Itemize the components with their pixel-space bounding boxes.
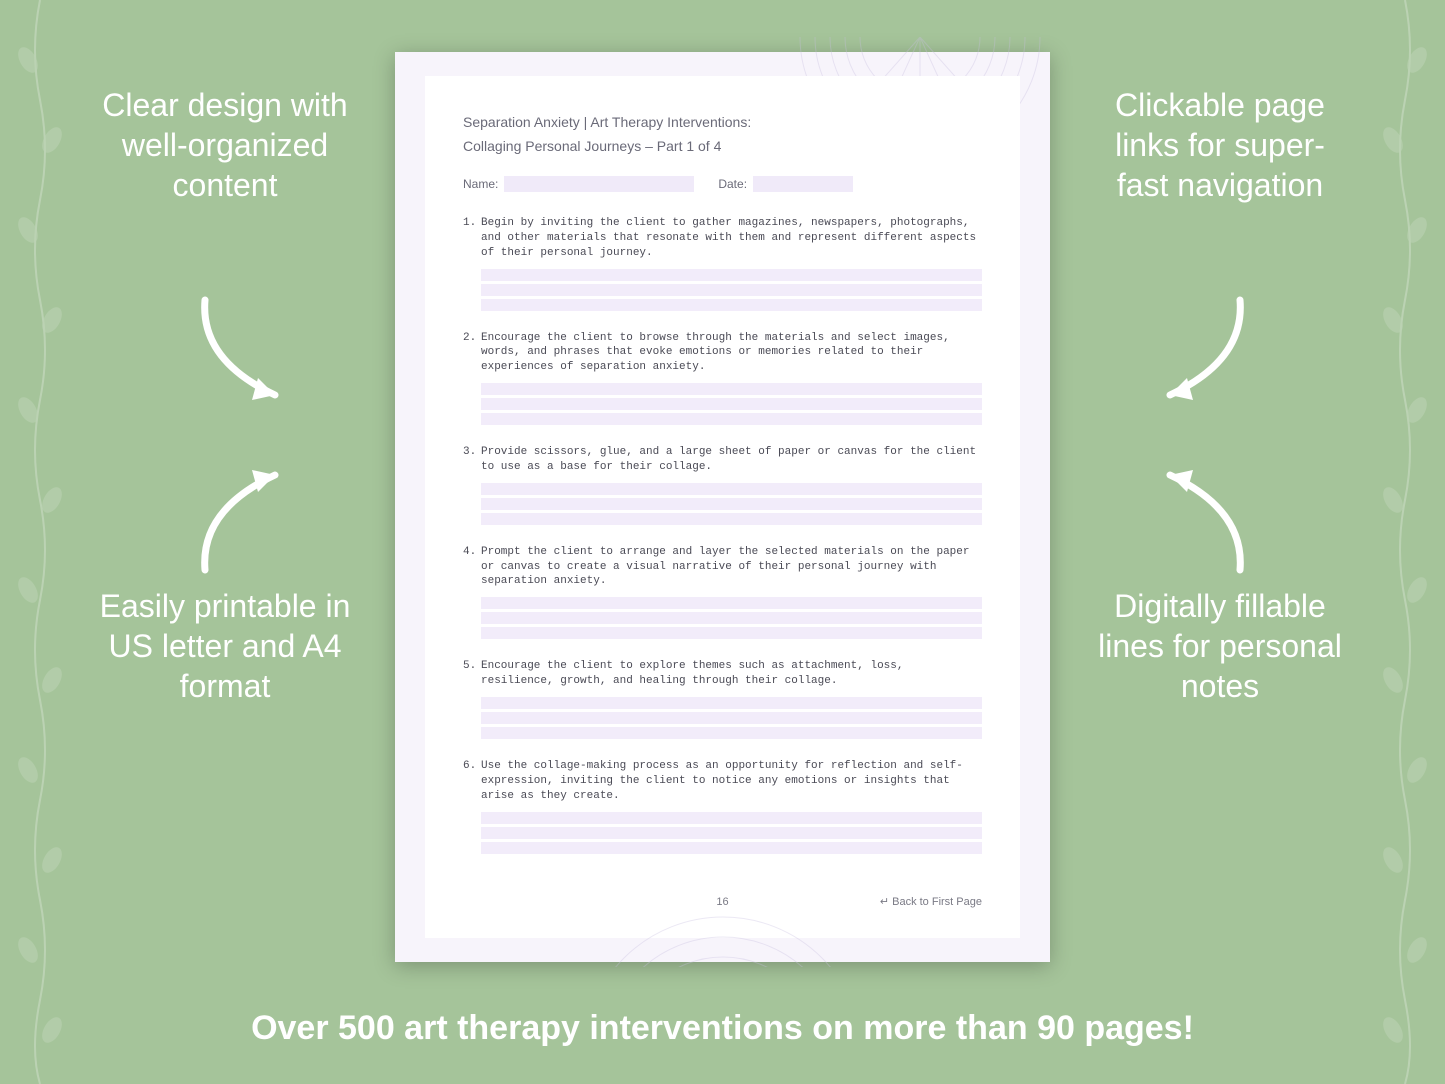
document-subheading: Collaging Personal Journeys – Part 1 of …	[463, 138, 982, 154]
fillable-line[interactable]	[481, 413, 982, 425]
fillable-line[interactable]	[481, 842, 982, 854]
name-field-group: Name:	[463, 176, 694, 192]
vine-decoration-right	[1365, 0, 1445, 1084]
arrow-bottom-left-icon	[180, 450, 320, 590]
step-3: 3.Provide scissors, glue, and a large sh…	[463, 445, 982, 525]
arrow-bottom-right-icon	[1125, 450, 1265, 590]
step-body: Encourage the client to browse through t…	[481, 331, 982, 376]
step-text: 4.Prompt the client to arrange and layer…	[463, 545, 982, 590]
fillable-line[interactable]	[481, 269, 982, 281]
fillable-line[interactable]	[481, 483, 982, 495]
name-date-row: Name: Date:	[463, 176, 982, 192]
document-inner: Separation Anxiety | Art Therapy Interve…	[425, 76, 1020, 938]
fillable-line[interactable]	[481, 827, 982, 839]
fillable-line[interactable]	[481, 612, 982, 624]
step-text: 6.Use the collage-making process as an o…	[463, 759, 982, 804]
fillable-line[interactable]	[481, 597, 982, 609]
step-number: 2.	[463, 331, 481, 376]
fillable-line[interactable]	[481, 712, 982, 724]
name-label: Name:	[463, 177, 498, 191]
fillable-line[interactable]	[481, 299, 982, 311]
fillable-lines	[481, 812, 982, 854]
step-body: Use the collage-making process as an opp…	[481, 759, 982, 804]
bottom-banner: Over 500 art therapy interventions on mo…	[0, 1009, 1445, 1048]
fillable-line[interactable]	[481, 627, 982, 639]
fillable-lines	[481, 269, 982, 311]
step-text: 3.Provide scissors, glue, and a large sh…	[463, 445, 982, 475]
step-body: Begin by inviting the client to gather m…	[481, 216, 982, 261]
fillable-line[interactable]	[481, 383, 982, 395]
fillable-line[interactable]	[481, 513, 982, 525]
step-body: Prompt the client to arrange and layer t…	[481, 545, 982, 590]
step-text: 1.Begin by inviting the client to gather…	[463, 216, 982, 261]
date-input[interactable]	[753, 176, 853, 192]
step-number: 1.	[463, 216, 481, 261]
date-field-group: Date:	[718, 176, 853, 192]
step-4: 4.Prompt the client to arrange and layer…	[463, 545, 982, 640]
step-5: 5.Encourage the client to explore themes…	[463, 659, 982, 739]
fillable-lines	[481, 697, 982, 739]
fillable-lines	[481, 597, 982, 639]
arrow-top-right-icon	[1125, 280, 1265, 420]
step-text: 2.Encourage the client to browse through…	[463, 331, 982, 376]
step-1: 1.Begin by inviting the client to gather…	[463, 216, 982, 311]
document-heading: Separation Anxiety | Art Therapy Interve…	[463, 114, 982, 130]
step-body: Provide scissors, glue, and a large shee…	[481, 445, 982, 475]
arrow-top-left-icon	[180, 280, 320, 420]
page-number: 16	[716, 896, 728, 908]
fillable-line[interactable]	[481, 727, 982, 739]
step-body: Encourage the client to explore themes s…	[481, 659, 982, 689]
fillable-line[interactable]	[481, 697, 982, 709]
mandala-decoration-bottom	[523, 907, 923, 967]
name-input[interactable]	[504, 176, 694, 192]
fillable-lines	[481, 383, 982, 425]
fillable-line[interactable]	[481, 284, 982, 296]
fillable-line[interactable]	[481, 398, 982, 410]
date-label: Date:	[718, 177, 747, 191]
document-content: Separation Anxiety | Art Therapy Interve…	[463, 114, 982, 908]
fillable-line[interactable]	[481, 812, 982, 824]
step-number: 4.	[463, 545, 481, 590]
step-number: 5.	[463, 659, 481, 689]
step-number: 6.	[463, 759, 481, 804]
callout-top-right: Clickable page links for super-fast navi…	[1090, 85, 1350, 205]
callout-bottom-right: Digitally fillable lines for personal no…	[1090, 586, 1350, 706]
callout-top-left: Clear design with well-organized content	[95, 85, 355, 205]
step-6: 6.Use the collage-making process as an o…	[463, 759, 982, 854]
step-text: 5.Encourage the client to explore themes…	[463, 659, 982, 689]
callout-bottom-left: Easily printable in US letter and A4 for…	[95, 586, 355, 706]
document-page: Separation Anxiety | Art Therapy Interve…	[395, 52, 1050, 962]
fillable-lines	[481, 483, 982, 525]
step-2: 2.Encourage the client to browse through…	[463, 331, 982, 426]
vine-decoration-left	[0, 0, 80, 1084]
fillable-line[interactable]	[481, 498, 982, 510]
step-number: 3.	[463, 445, 481, 475]
